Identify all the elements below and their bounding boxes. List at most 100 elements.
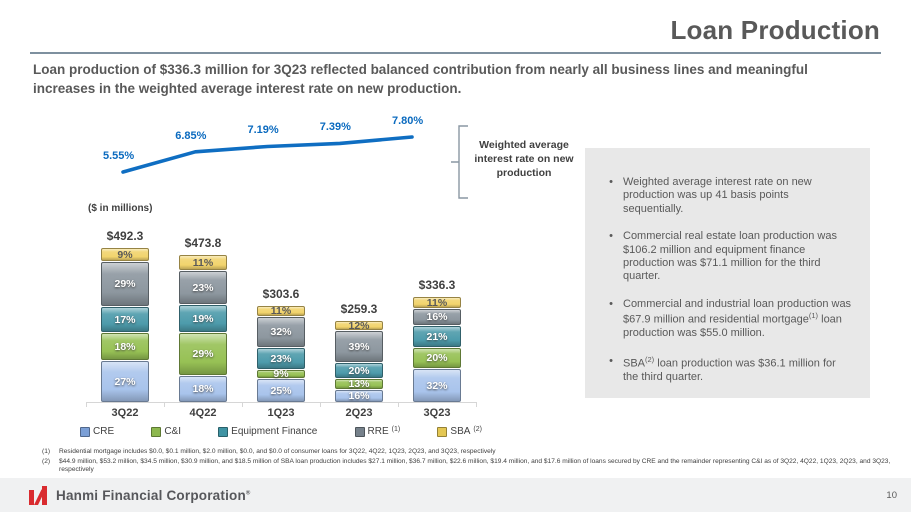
bar-segment-label: 23% — [270, 352, 292, 365]
x-axis-tick — [476, 402, 477, 407]
legend-item: C&I — [151, 426, 181, 437]
footnotes: (1) Residential mortgage includes $0.0, $… — [42, 448, 898, 476]
bar-segment-label: 11% — [426, 296, 448, 309]
bullet-footnote-ref: (2) — [645, 354, 655, 364]
bullet-item: • Commercial and industrial loan producti… — [599, 298, 852, 341]
bar-segment-label: 29% — [114, 277, 136, 290]
bar-segment: 20% — [335, 363, 383, 378]
legend-swatch — [80, 427, 90, 437]
x-axis-line — [86, 402, 476, 403]
bar-segment-label: 9% — [117, 248, 133, 261]
bar-segment: 18% — [101, 333, 149, 360]
trademark-symbol: ® — [245, 490, 251, 496]
bullet-item: • SBA(2) loan production was $36.1 millio… — [599, 355, 852, 384]
bullet-text: Weighted average interest rate on new pr… — [623, 176, 812, 215]
bar-segment: 29% — [179, 333, 227, 375]
bar-column: $303.6 11% 32% 23% 9% 25% — [242, 226, 320, 402]
bullet-marker: • — [609, 354, 613, 367]
bar-segment-label: 20% — [426, 351, 448, 364]
bar-segment: 16% — [413, 309, 461, 325]
title-divider — [30, 52, 881, 54]
legend-swatch — [218, 427, 229, 437]
bar-segment: 39% — [335, 331, 383, 362]
legend-label: RRE — [367, 426, 389, 437]
bar-segment: 27% — [101, 361, 149, 402]
bar-segment-label: 18% — [114, 340, 136, 353]
legend-footnote-ref: (1) — [391, 426, 401, 433]
company-name-text: Hanmi Financial Corporation — [56, 487, 246, 503]
bullet-footnote-ref: (1) — [808, 311, 819, 321]
legend-label: C&I — [164, 426, 181, 437]
page-title: Loan Production — [670, 15, 880, 45]
x-axis-label: 4Q22 — [189, 407, 217, 419]
bullet-item: • Commercial real estate loan production … — [599, 230, 852, 284]
bar-chart: $492.3 9% 29% 17% 18% 27% $473.8 11% 23% 19% 29% 18… — [86, 226, 476, 402]
x-axis-tick — [86, 402, 87, 407]
footnote: (2) $44.9 million, $53.2 million, $34.5 m… — [42, 458, 898, 475]
bar-segment-label: 16% — [426, 310, 448, 323]
bar-segment-label: 17% — [114, 313, 136, 326]
bar-segment: 9% — [101, 248, 149, 261]
units-note: ($ in millions) — [88, 203, 153, 214]
callout-bracket — [451, 125, 468, 199]
bullet-text: SBA(2) loan production was $36.1 million… — [623, 354, 836, 383]
bar-column: $473.8 11% 23% 19% 29% 18% — [164, 226, 242, 402]
bar-total-label: $492.3 — [106, 229, 144, 243]
legend-footnote-ref: (2) — [473, 426, 482, 433]
legend-label: CRE — [93, 426, 115, 437]
bullet-text: Commercial and industrial loan productio… — [623, 297, 852, 340]
bar-segment: 29% — [101, 262, 149, 306]
bar-segment-label: 32% — [426, 379, 448, 392]
legend-item: Equipment Finance — [218, 426, 317, 437]
rate-point-label: 7.19% — [247, 124, 279, 137]
bullet-marker: • — [609, 230, 613, 243]
bar-segment: 11% — [413, 297, 461, 308]
bar-column: $492.3 9% 29% 17% 18% 27% — [86, 226, 164, 402]
legend-item: CRE — [80, 426, 114, 437]
x-axis-tick — [320, 402, 321, 407]
bar-segment-label: 39% — [348, 340, 370, 353]
bar-segment-label: 9% — [273, 367, 289, 380]
bar-segment-label: 23% — [192, 281, 214, 294]
bar-total-label: $473.8 — [184, 236, 222, 250]
footnote-text: Residential mortgage includes $0.0, $0.1… — [59, 448, 496, 455]
bullet-marker: • — [609, 297, 613, 310]
bar-segment-label: 32% — [270, 325, 292, 338]
chart-legend: CRE C&I Equipment Finance RRE (1) SBA (2) — [80, 426, 482, 437]
footnote: (1) Residential mortgage includes $0.0, $… — [42, 448, 898, 457]
slide-subtitle: Loan production of $336.3 million for 3Q… — [33, 62, 808, 96]
bar-segment-label: 12% — [348, 319, 370, 332]
commentary-panel: • Weighted average interest rate on new p… — [585, 148, 870, 398]
bar-total-label: $336.3 — [418, 278, 456, 292]
bar-segment-label: 25% — [270, 384, 292, 397]
bar-segment: 12% — [335, 319, 383, 332]
bar-segment-label: 27% — [114, 375, 136, 388]
bullet-marker: • — [609, 176, 613, 188]
legend-item: RRE (1) — [354, 426, 401, 437]
rate-point-label: 7.39% — [319, 121, 351, 134]
footnote-number: (1) — [42, 448, 51, 455]
x-axis-label: 1Q23 — [267, 407, 295, 419]
rate-point-label: 5.55% — [103, 150, 135, 162]
bar-segment: 11% — [179, 255, 227, 270]
x-axis-labels: 3Q22 4Q22 1Q23 2Q23 3Q23 — [86, 407, 476, 419]
x-axis-label: 3Q23 — [423, 407, 451, 419]
bar-segment-label: 29% — [192, 347, 214, 360]
footnote-number: (2) — [42, 457, 51, 465]
bullet-list: • Weighted average interest rate on new p… — [599, 176, 852, 384]
bar-segment-label: 20% — [348, 364, 370, 377]
bar-segment-label: 18% — [192, 382, 214, 395]
rate-line — [121, 135, 414, 174]
bar-segment: 20% — [413, 348, 461, 368]
x-axis-tick — [242, 402, 243, 407]
bar-segment-label: 21% — [426, 330, 448, 343]
x-axis-tick — [398, 402, 399, 407]
bar-segment-label: 11% — [192, 256, 214, 269]
rate-callout-label: Weighted average interest rate on new pr… — [474, 139, 574, 179]
bar-segment: 19% — [179, 305, 227, 332]
legend-swatch — [354, 427, 365, 437]
bar-total-label: $259.3 — [340, 302, 378, 316]
bullet-item: • Weighted average interest rate on new p… — [599, 176, 852, 216]
bar-segment: 32% — [257, 317, 305, 347]
